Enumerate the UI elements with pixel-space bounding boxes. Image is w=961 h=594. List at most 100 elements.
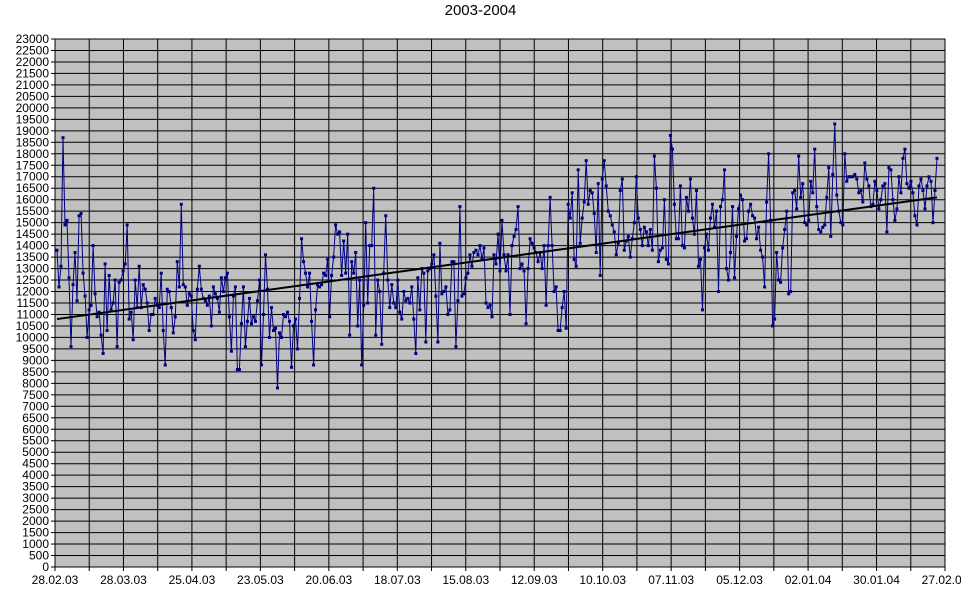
- data-point: [925, 184, 929, 188]
- data-point: [528, 237, 532, 241]
- data-point: [444, 285, 448, 289]
- data-point: [117, 280, 121, 284]
- x-tick-label: 23.05.03: [237, 573, 284, 587]
- data-point: [660, 246, 664, 250]
- data-point: [370, 244, 374, 248]
- data-point: [686, 209, 690, 213]
- data-point: [885, 230, 889, 234]
- data-point: [151, 312, 155, 316]
- data-point: [787, 292, 791, 296]
- data-point: [863, 161, 867, 165]
- data-point: [773, 317, 777, 321]
- y-tick-label: 18500: [16, 135, 50, 149]
- data-point: [576, 168, 580, 172]
- data-point: [223, 276, 227, 280]
- data-point: [799, 195, 803, 199]
- data-point: [209, 324, 213, 328]
- y-tick-label: 5500: [22, 434, 49, 448]
- data-point: [556, 329, 560, 333]
- trend-line: [56, 196, 938, 321]
- data-point: [666, 262, 670, 266]
- data-point: [502, 253, 506, 257]
- y-tick-label: 12500: [16, 273, 50, 287]
- data-point: [618, 189, 622, 193]
- data-point: [568, 216, 572, 220]
- data-point: [412, 317, 416, 321]
- x-tick-label: 12.09.03: [511, 573, 558, 587]
- data-point: [590, 191, 594, 195]
- data-point: [817, 228, 821, 232]
- data-point: [113, 278, 117, 282]
- y-tick-label: 9500: [22, 342, 49, 356]
- x-axis-tick-labels: 28.02.03 28.03.03 25.04.03 23.05.03 20.06.03…: [32, 573, 961, 587]
- data-point: [482, 246, 486, 250]
- y-tick-label: 4000: [22, 468, 49, 482]
- data-point: [544, 303, 548, 307]
- data-point: [219, 276, 223, 280]
- data-point: [706, 248, 710, 252]
- data-point: [714, 209, 718, 213]
- data-point: [508, 312, 512, 316]
- data-point: [165, 287, 169, 291]
- y-tick-label: 17000: [16, 170, 50, 184]
- data-point: [883, 182, 887, 186]
- y-tick-label: 500: [29, 549, 49, 563]
- data-point: [320, 283, 324, 287]
- data-point: [554, 285, 558, 289]
- data-point: [801, 182, 805, 186]
- data-point: [388, 306, 392, 310]
- data-point: [73, 250, 77, 254]
- data-point: [227, 315, 231, 319]
- data-point: [819, 230, 823, 234]
- data-point: [432, 253, 436, 257]
- data-point: [833, 122, 837, 126]
- data-point: [606, 209, 610, 213]
- y-tick-label: 10000: [16, 330, 50, 344]
- x-tick-label: 27.02.04: [922, 573, 961, 587]
- data-point: [506, 253, 510, 257]
- data-point: [905, 182, 909, 186]
- data-point: [438, 241, 442, 245]
- y-tick-label: 1500: [22, 526, 49, 540]
- data-point: [642, 225, 646, 229]
- data-point: [306, 285, 310, 289]
- data-point: [560, 306, 564, 310]
- data-point: [614, 253, 618, 257]
- data-point: [901, 156, 905, 160]
- data-point: [404, 299, 408, 303]
- data-point: [879, 198, 883, 202]
- data-point: [354, 250, 358, 254]
- data-point: [628, 255, 632, 259]
- data-point: [225, 271, 229, 275]
- data-point: [57, 285, 61, 289]
- data-point: [927, 175, 931, 179]
- data-point: [694, 189, 698, 193]
- data-point: [300, 237, 304, 241]
- y-tick-label: 19000: [16, 124, 50, 138]
- data-point: [759, 248, 763, 252]
- data-point: [422, 271, 426, 275]
- data-point: [704, 232, 708, 236]
- data-point: [717, 290, 721, 294]
- data-point: [678, 184, 682, 188]
- data-point: [372, 186, 376, 190]
- data-point: [729, 250, 733, 254]
- y-tick-label: 23000: [16, 32, 50, 46]
- data-point: [843, 152, 847, 156]
- data-point: [103, 262, 107, 266]
- data-point: [510, 244, 514, 248]
- data-point: [308, 271, 312, 275]
- data-point: [75, 299, 79, 303]
- data-point: [542, 244, 546, 248]
- data-point: [147, 329, 151, 333]
- data-point: [129, 310, 133, 314]
- data-point: [841, 223, 845, 227]
- data-point: [249, 322, 253, 326]
- data-point: [199, 287, 203, 291]
- data-point: [137, 264, 141, 268]
- y-tick-label: 10500: [16, 319, 50, 333]
- data-point: [540, 267, 544, 271]
- data-point: [450, 260, 454, 264]
- y-tick-label: 14500: [16, 227, 50, 241]
- x-tick-label: 10.10.03: [579, 573, 626, 587]
